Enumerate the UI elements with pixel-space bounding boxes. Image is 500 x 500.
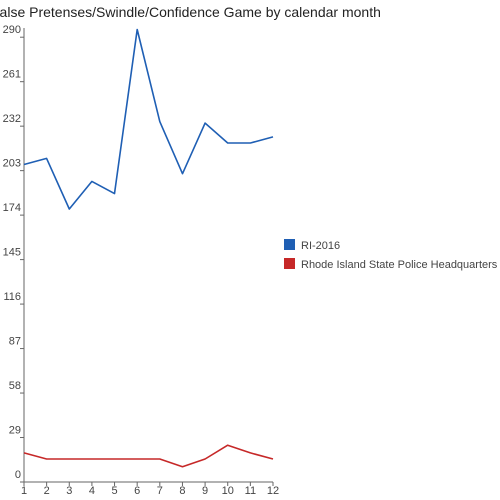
y-tick-label: 174: [3, 202, 21, 214]
x-tick-label: 6: [134, 485, 140, 497]
y-tick-label: 87: [9, 336, 21, 348]
x-tick-label: 8: [179, 485, 185, 497]
y-axis-ticks: 0 29 58 87 116 145 174 203 232 261 290: [3, 24, 24, 483]
legend-swatch-1: [284, 239, 295, 250]
y-tick-label: 261: [3, 69, 21, 81]
axes: [23, 28, 273, 483]
y-tick-label: 0: [15, 469, 21, 481]
y-tick-label: 116: [3, 291, 21, 303]
series-line-1: [23, 28, 274, 210]
y-tick-label: 203: [3, 158, 21, 170]
x-tick-label: 3: [66, 485, 72, 497]
y-tick-label: 29: [9, 425, 21, 437]
x-axis-ticks: 1 2 3 4 5 6 7 8 9 10 11 12: [21, 482, 279, 497]
legend-label-2: Rhode Island State Police Headquarters: [301, 259, 498, 271]
y-tick-label: 290: [3, 24, 21, 36]
x-tick-label: 10: [222, 485, 234, 497]
x-tick-label: 7: [157, 485, 163, 497]
x-tick-label: 2: [44, 485, 50, 497]
x-tick-label: 9: [202, 485, 208, 497]
x-tick-label: 11: [245, 485, 256, 497]
legend: RI-2016 Rhode Island State Police Headqua…: [284, 239, 498, 271]
y-tick-label: 232: [3, 113, 21, 125]
x-tick-label: 1: [21, 485, 27, 497]
y-tick-label: 145: [3, 247, 21, 259]
y-tick-label: 58: [9, 380, 21, 392]
series-lines: [23, 28, 274, 468]
x-tick-label: 4: [89, 485, 95, 497]
series-line-2: [23, 444, 274, 468]
chart-title: False Pretenses/Swindle/Confidence Game …: [0, 4, 381, 20]
x-tick-label: 5: [111, 485, 117, 497]
x-tick-label: 12: [267, 485, 279, 497]
legend-swatch-2: [284, 258, 295, 269]
legend-label-1: RI-2016: [301, 240, 340, 252]
